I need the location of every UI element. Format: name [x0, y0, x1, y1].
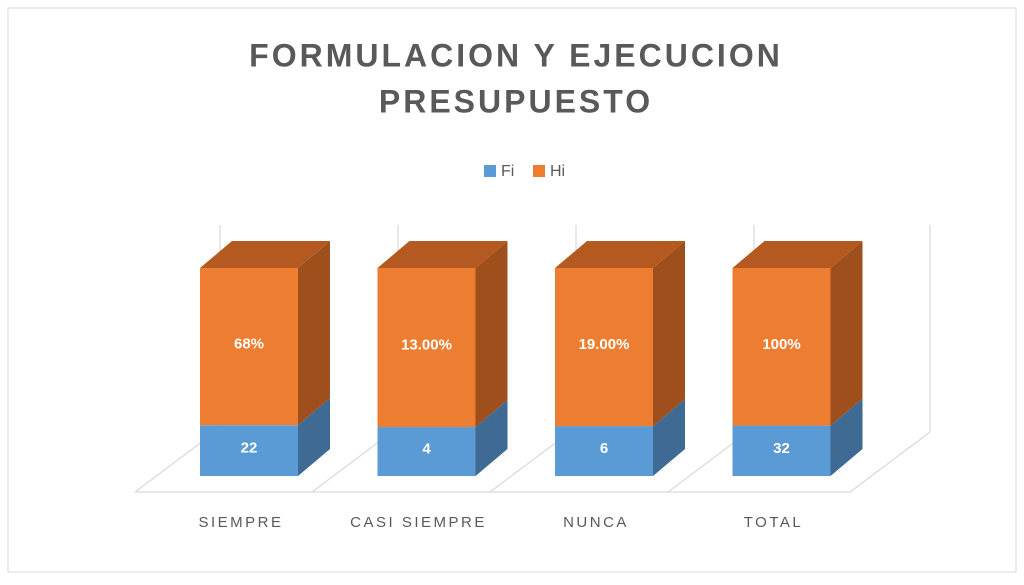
x-tick-label: TOTAL	[744, 514, 803, 531]
data-label: 6	[600, 440, 608, 457]
x-tick-label: SIEMPRE	[198, 514, 283, 531]
x-tick-label: NUNCA	[563, 514, 629, 531]
bar-side	[298, 398, 330, 476]
data-label: 68%	[234, 336, 264, 353]
bar	[732, 425, 831, 476]
chart-title: PRESUPUESTO	[379, 83, 653, 119]
bar	[555, 268, 653, 427]
legend-swatch	[533, 165, 545, 177]
data-label: 13.00%	[401, 336, 452, 353]
data-label: 100%	[762, 336, 800, 353]
bar-top	[200, 241, 330, 268]
bar	[377, 427, 476, 476]
bar-side	[298, 241, 330, 426]
bar	[555, 426, 653, 476]
bar-side	[830, 398, 863, 476]
bar-side	[653, 399, 685, 476]
bar-top	[377, 241, 508, 268]
legend-label: Fi	[501, 163, 514, 180]
bar	[200, 425, 298, 476]
bar	[732, 268, 831, 426]
bar-side	[830, 241, 863, 426]
bar-top	[732, 241, 863, 268]
data-label: 22	[241, 440, 258, 457]
data-label: 32	[773, 440, 790, 457]
legend-swatch	[484, 165, 496, 177]
bar-side	[653, 241, 685, 427]
legend-label: Hi	[550, 163, 565, 180]
data-label: 19.00%	[579, 336, 630, 353]
bar-side	[475, 241, 508, 428]
x-tick-label: CASI SIEMPRE	[350, 514, 487, 531]
bar	[200, 268, 298, 426]
bar-top	[555, 241, 685, 268]
data-label: 4	[422, 440, 431, 457]
bar-side	[475, 400, 508, 476]
chart-title: FORMULACION Y EJECUCION	[249, 37, 783, 73]
bar	[377, 268, 476, 428]
